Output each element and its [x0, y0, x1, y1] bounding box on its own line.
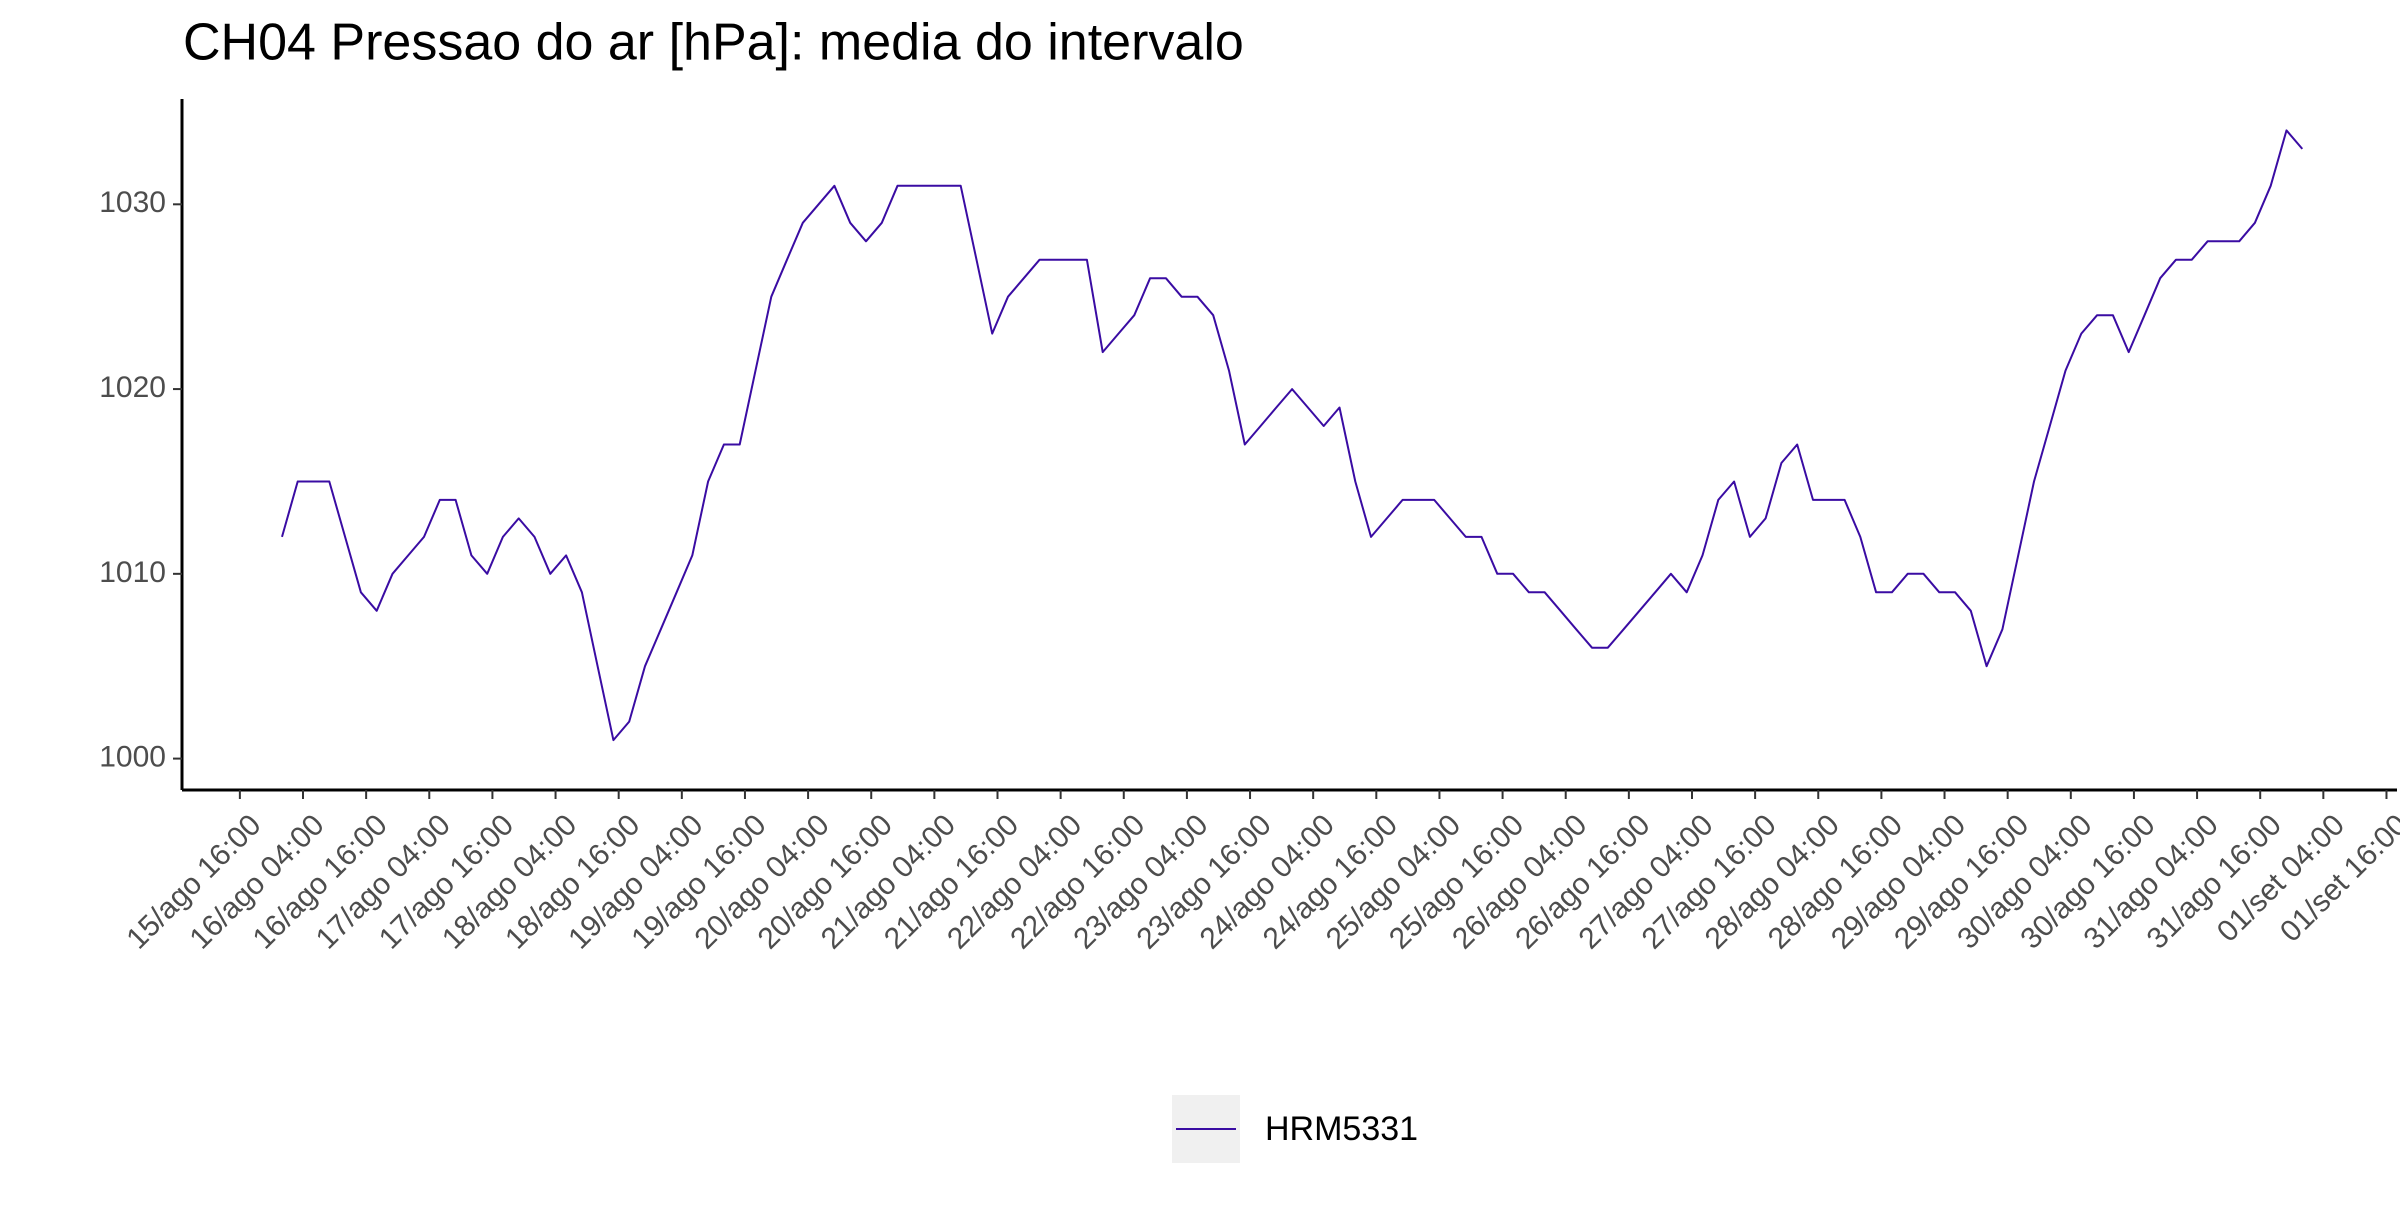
y-tick-label: 1010 [99, 556, 166, 589]
series-line [281, 129, 2304, 742]
y-tick-label: 1000 [99, 741, 166, 774]
y-tick-label: 1020 [99, 371, 166, 404]
chart-title: CH04 Pressao do ar [hPa]: media do inter… [183, 14, 1244, 72]
y-tick-label: 1030 [99, 186, 166, 219]
legend-label: HRM5331 [1265, 1110, 1418, 1148]
